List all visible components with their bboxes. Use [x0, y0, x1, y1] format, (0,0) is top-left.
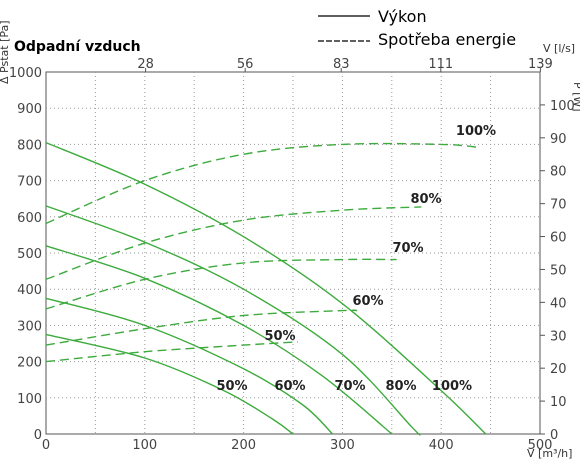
y2-tick-label: 90 — [550, 132, 567, 147]
pressure-curve-70pct — [45, 245, 393, 435]
tick-labels: 0100200300400500600700800900100001020304… — [9, 57, 575, 453]
power-curve-70pct — [45, 258, 397, 310]
x2-axis-label: V [l/s] — [543, 42, 575, 55]
legend-dashed-label: Spotřeba energie — [378, 30, 516, 49]
x-tick-label: 100 — [132, 438, 157, 453]
x-tick-label: 400 — [429, 438, 454, 453]
y2-tick-label: 100 — [550, 99, 575, 114]
power-curve-100pct — [45, 142, 481, 225]
y-tick-label: 600 — [17, 211, 42, 226]
x2-tick-label: 139 — [528, 57, 553, 72]
power-curve-50pct — [45, 341, 298, 363]
y-tick-label: 700 — [17, 175, 42, 190]
pressure-curves — [45, 141, 487, 436]
y2-tick-label: 70 — [550, 198, 567, 213]
curve-labels: 50% 60% 70% 80% 100% 100% 80% 70% 60% 50% — [216, 124, 496, 394]
power-curve-label: 100% — [456, 124, 496, 139]
pressure-curve-label: 100% — [432, 379, 472, 394]
y2-axis-label: P [W] — [571, 82, 580, 112]
pressure-curve-80pct — [45, 205, 421, 436]
y2-tick-label: 80 — [550, 165, 567, 180]
y2-tick-label: 30 — [550, 329, 567, 344]
x2-tick-label: 83 — [333, 57, 350, 72]
pressure-curve-60pct — [45, 297, 333, 435]
power-curve-label: 60% — [352, 294, 383, 309]
y2-tick-label: 20 — [550, 362, 567, 377]
power-curves — [45, 142, 481, 363]
power-curve-label: 80% — [410, 192, 441, 207]
pressure-curve-label: 60% — [274, 379, 305, 394]
pressure-curve-100pct — [45, 141, 487, 435]
y-tick-label: 500 — [17, 247, 42, 262]
power-curve-80pct — [45, 206, 422, 280]
power-curve-label: 50% — [264, 329, 295, 344]
y-axis-label: Δ Pstat [Pa] — [0, 20, 11, 84]
x-tick-label: 200 — [231, 438, 256, 453]
x-tick-label: 300 — [330, 438, 355, 453]
y-tick-label: 800 — [17, 138, 42, 153]
grid — [46, 68, 545, 435]
y2-tick-label: 10 — [550, 395, 567, 410]
x2-tick-label: 56 — [237, 57, 254, 72]
y2-tick-label: 40 — [550, 296, 567, 311]
pressure-curve-label: 50% — [216, 379, 247, 394]
pressure-curve-50pct — [45, 333, 294, 435]
x-tick-label: 0 — [42, 438, 50, 453]
x-tick-label: 500 — [528, 438, 553, 453]
y-tick-label: 900 — [17, 102, 42, 117]
y-tick-label: 0 — [34, 428, 42, 443]
power-curve-60pct — [45, 309, 358, 346]
x-axis-label: V [m³/h] — [527, 447, 572, 460]
y2-tick-label: 50 — [550, 263, 567, 278]
y-tick-label: 300 — [17, 319, 42, 334]
legend: Výkon Spotřeba energie — [318, 7, 516, 49]
y2-tick-label: 60 — [550, 231, 567, 246]
x2-tick-label: 111 — [428, 57, 453, 72]
pressure-curve-label: 80% — [385, 379, 416, 394]
pressure-curve-label: 70% — [334, 379, 365, 394]
x2-tick-label: 28 — [137, 57, 154, 72]
y-tick-label: 1000 — [9, 66, 42, 81]
legend-solid-label: Výkon — [378, 7, 427, 26]
y2-tick-label: 0 — [550, 428, 558, 443]
y-tick-label: 100 — [17, 392, 42, 407]
power-curve-label: 70% — [392, 241, 423, 256]
chart-title: Odpadní vzduch — [14, 39, 141, 55]
y-tick-label: 200 — [17, 356, 42, 371]
y-tick-label: 400 — [17, 283, 42, 298]
